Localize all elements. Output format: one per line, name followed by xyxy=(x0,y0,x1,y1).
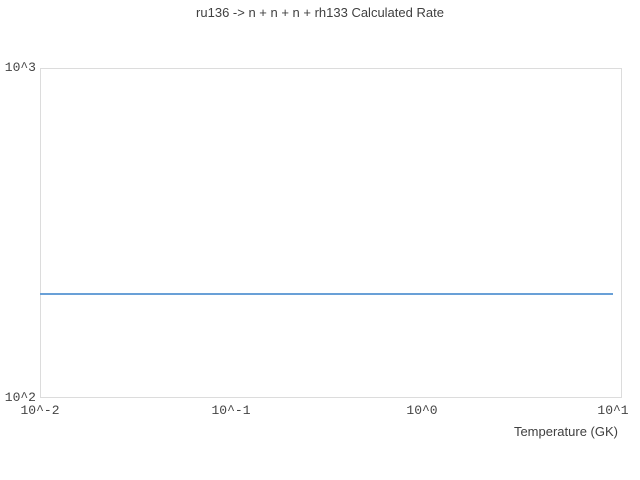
y-tick-label: 10^2 xyxy=(4,390,36,405)
x-axis-title: Temperature (GK) xyxy=(513,424,618,439)
x-tick-label: 10^1 xyxy=(597,403,629,418)
x-tick-label: 10^0 xyxy=(406,403,438,418)
chart-title: ru136 -> n + n + n + rh133 Calculated Ra… xyxy=(196,5,444,20)
y-tick-label: 10^3 xyxy=(4,60,36,75)
plot-area xyxy=(40,68,622,398)
x-tick-label: 10^-1 xyxy=(211,403,251,418)
x-tick-label: 10^-2 xyxy=(20,403,60,418)
rate-line-series xyxy=(40,292,613,295)
